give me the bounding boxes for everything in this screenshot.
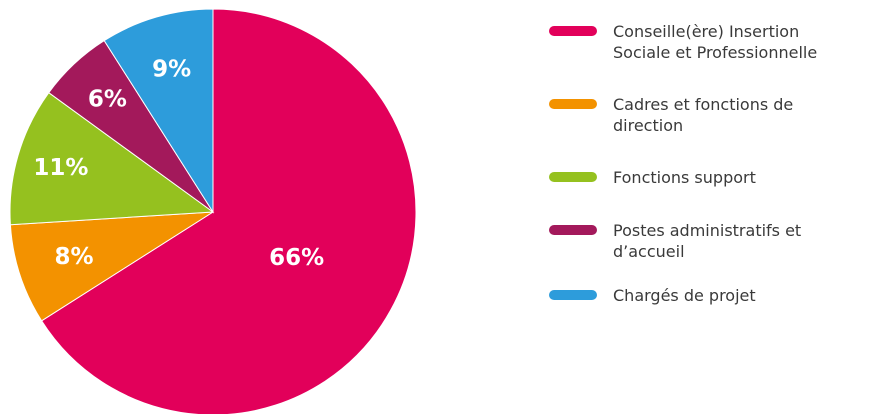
legend-label-line: Chargés de projet (613, 286, 756, 305)
pie-slice (9, 211, 214, 322)
legend-swatch (549, 99, 597, 109)
legend-item: Cadres et fonctions de direction (549, 95, 793, 135)
legend-label: Cadres et fonctions de direction (613, 95, 793, 135)
pie-value-labels: 66% 8% 11% 6% 9% (33, 57, 324, 271)
legend-item: Chargés de projet (549, 286, 756, 305)
legend-swatch (549, 225, 597, 235)
pie-value-label: 8% (54, 244, 93, 270)
pie-slices (9, 8, 417, 414)
pie-slice (9, 91, 215, 226)
legend-item: Fonctions support (549, 168, 756, 187)
pie-slice (103, 8, 214, 214)
legend-item: Conseille(ère) Insertion Sociale et Profe… (549, 22, 817, 62)
legend-item: Postes administratifs et d’accueil (549, 221, 801, 261)
pie-value-label: 66% (269, 245, 324, 271)
legend-label-line: Cadres et fonctions de (613, 95, 793, 114)
pie-value-label: 9% (152, 57, 191, 83)
legend-swatch (549, 26, 597, 36)
legend: Conseille(ère) Insertion Sociale et Profe… (549, 22, 817, 305)
pie-value-label: 6% (88, 87, 127, 113)
pie-slice (40, 8, 417, 414)
legend-label: Fonctions support (613, 168, 756, 187)
legend-label-line: d’accueil (613, 242, 685, 261)
legend-label-line: Fonctions support (613, 168, 756, 187)
legend-label-line: Postes administratifs et (613, 221, 801, 240)
legend-label: Conseille(ère) Insertion Sociale et Profe… (613, 22, 817, 62)
legend-label-line: Conseille(ère) Insertion (613, 22, 799, 41)
legend-label: Postes administratifs et d’accueil (613, 221, 801, 261)
pie-value-label: 11% (33, 155, 88, 181)
legend-swatch (549, 172, 597, 182)
legend-label-line: Sociale et Professionnelle (613, 43, 817, 62)
legend-label-line: direction (613, 116, 683, 135)
legend-swatch (549, 290, 597, 300)
legend-label: Chargés de projet (613, 286, 756, 305)
